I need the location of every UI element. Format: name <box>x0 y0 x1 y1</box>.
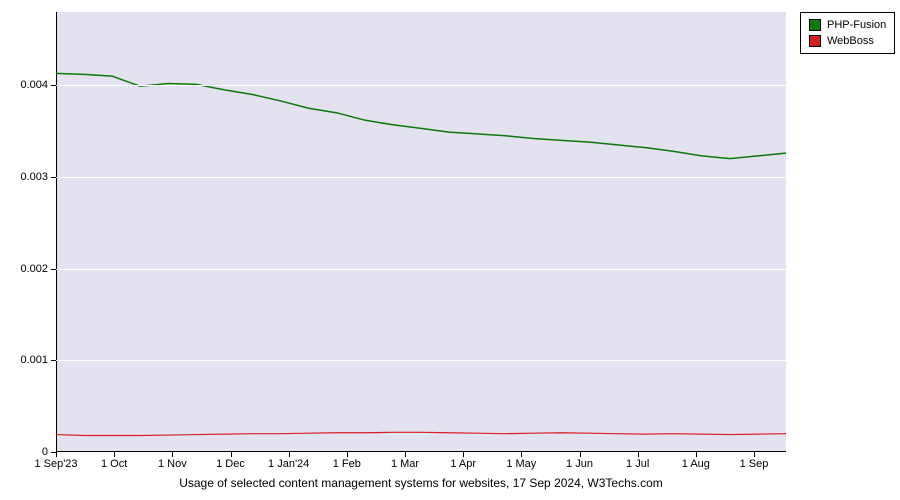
x-tick-mark <box>638 452 639 457</box>
x-tick-label: 1 Jan'24 <box>268 458 309 470</box>
legend-item: PHP-Fusion <box>809 17 886 33</box>
x-tick-label: 1 Sep'23 <box>34 458 77 470</box>
y-tick-label: 0 <box>0 446 48 458</box>
y-tick-label: 0.004 <box>0 79 48 91</box>
chart-lines <box>0 0 900 500</box>
legend-swatch <box>809 19 821 31</box>
y-tick-label: 0.003 <box>0 171 48 183</box>
x-tick-mark <box>56 452 57 457</box>
x-tick-label: 1 Mar <box>391 458 419 470</box>
x-tick-mark <box>521 452 522 457</box>
legend: PHP-FusionWebBoss <box>800 12 895 54</box>
x-tick-label: 1 Aug <box>682 458 710 470</box>
y-tick-label: 0.001 <box>0 354 48 366</box>
x-tick-label: 1 Feb <box>333 458 361 470</box>
x-tick-mark <box>580 452 581 457</box>
x-tick-label: 1 Oct <box>101 458 127 470</box>
x-tick-label: 1 Dec <box>216 458 245 470</box>
legend-swatch <box>809 35 821 47</box>
y-tick-label: 0.002 <box>0 263 48 275</box>
x-tick-label: 1 Nov <box>158 458 187 470</box>
y-grid-line <box>56 85 786 86</box>
x-tick-mark <box>405 452 406 457</box>
y-grid-line <box>56 269 786 270</box>
x-tick-mark <box>172 452 173 457</box>
x-tick-mark <box>231 452 232 457</box>
x-tick-mark <box>289 452 290 457</box>
chart-caption: Usage of selected content management sys… <box>56 476 786 490</box>
x-tick-label: 1 Jun <box>566 458 593 470</box>
x-tick-label: 1 Sep <box>740 458 769 470</box>
x-tick-mark <box>696 452 697 457</box>
x-tick-mark <box>754 452 755 457</box>
x-tick-mark <box>463 452 464 457</box>
x-tick-label: 1 Jul <box>626 458 649 470</box>
legend-label: WebBoss <box>827 33 874 49</box>
x-tick-mark <box>114 452 115 457</box>
caption-text: Usage of selected content management sys… <box>179 476 663 490</box>
x-tick-label: 1 Apr <box>450 458 476 470</box>
x-tick-mark <box>347 452 348 457</box>
y-grid-line <box>56 177 786 178</box>
y-grid-line <box>56 360 786 361</box>
chart-container: 0 0.001 0.002 0.003 0.004 1 Sep'23 1 Oct 1 Nov… <box>0 0 900 500</box>
series-line <box>56 432 786 435</box>
legend-item: WebBoss <box>809 33 886 49</box>
legend-label: PHP-Fusion <box>827 17 886 33</box>
x-tick-label: 1 May <box>506 458 536 470</box>
